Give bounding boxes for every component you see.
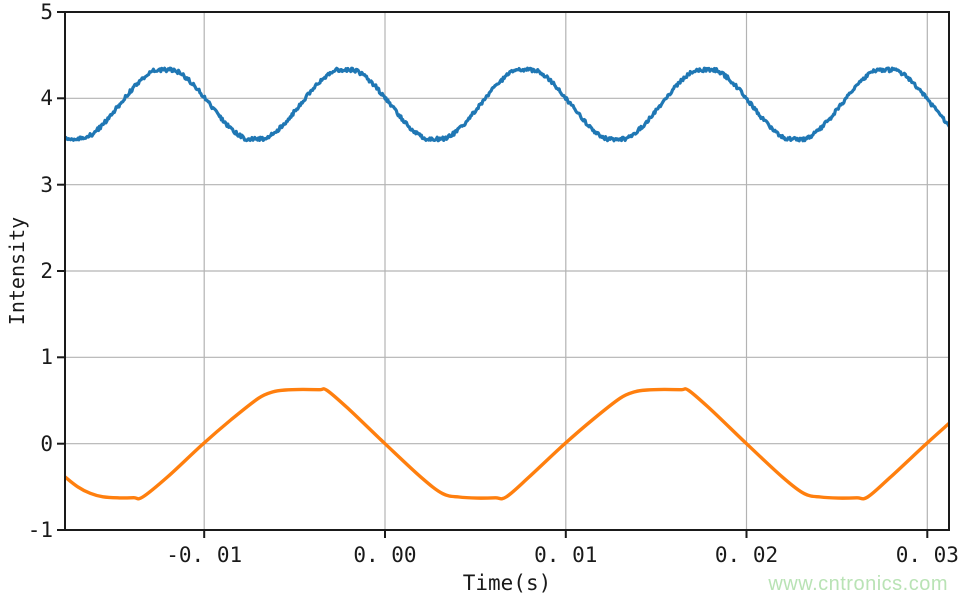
y-tick-label: 3 [40,172,53,197]
watermark: www.cntronics.com [768,573,948,595]
series-blue-noisy-sine [65,66,949,143]
x-axis-tick-labels: -0. 01 0. 00 0. 01 0. 02 0. 03 [0,543,966,573]
x-axis-title: Time(s) [462,571,552,595]
y-tick-label: -1 [27,518,53,542]
plot-border [64,11,950,531]
y-axis-title: Intensity [5,216,29,326]
y-tick-label: 4 [40,86,53,111]
y-tick-label: 1 [40,345,53,370]
y-tick-label: 5 [40,0,53,24]
x-tick-label: 0. 02 [714,543,779,567]
series-group [65,66,949,501]
y-axis-tick-labels: -1 0 1 2 3 4 5 [0,0,65,605]
x-tick-label: 0. 01 [534,543,598,567]
y-tick-label: 2 [40,259,53,283]
x-tick-label: -0. 01 [166,543,243,567]
x-tick-label: 0. 00 [353,543,417,567]
series-orange-wave [65,387,949,501]
x-tick-label: 0. 03 [895,543,959,567]
y-tick-label: 0 [40,431,53,456]
